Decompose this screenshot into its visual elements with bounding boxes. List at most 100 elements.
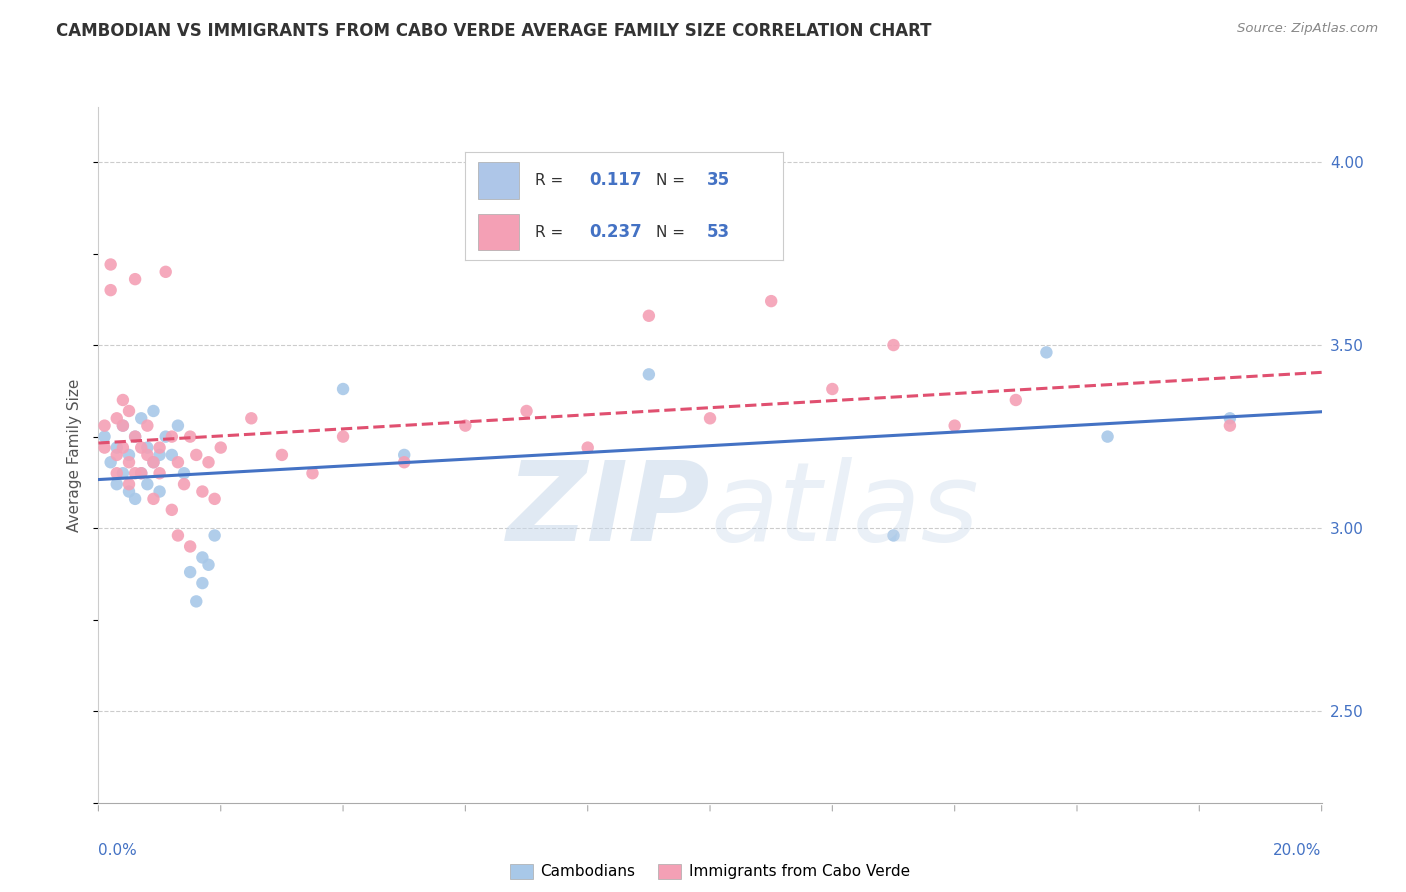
Point	[118, 484, 141, 499]
Point	[111, 467, 134, 481]
Point	[105, 477, 128, 491]
Point	[129, 467, 152, 481]
Point	[943, 418, 966, 433]
Text: 0.117: 0.117	[589, 171, 643, 189]
Point	[118, 404, 141, 418]
Point	[186, 594, 208, 608]
Point	[155, 265, 177, 279]
Point	[136, 477, 159, 491]
Point	[129, 411, 152, 425]
Point	[100, 455, 122, 469]
Point	[883, 338, 905, 352]
Point	[93, 429, 115, 443]
Text: 20.0%: 20.0%	[1274, 843, 1322, 858]
Point	[516, 404, 538, 418]
Point	[179, 540, 201, 554]
Point	[1035, 345, 1057, 359]
Point	[136, 418, 159, 433]
Point	[186, 448, 208, 462]
Text: Source: ZipAtlas.com: Source: ZipAtlas.com	[1237, 22, 1378, 36]
Point	[1004, 392, 1026, 407]
Point	[105, 467, 128, 481]
Point	[111, 441, 134, 455]
Text: R =: R =	[536, 173, 568, 188]
Point	[454, 418, 477, 433]
Text: ZIP: ZIP	[506, 457, 710, 564]
Point	[149, 441, 172, 455]
Point	[179, 565, 201, 579]
Text: N =: N =	[657, 173, 690, 188]
Text: atlas: atlas	[710, 457, 979, 564]
Point	[160, 448, 183, 462]
Point	[197, 455, 219, 469]
Bar	[478, 162, 519, 199]
Point	[105, 448, 128, 462]
Point	[149, 448, 172, 462]
Point	[883, 528, 905, 542]
Point	[179, 429, 201, 443]
Point	[392, 448, 416, 462]
Text: 0.237: 0.237	[589, 223, 643, 241]
Point	[93, 418, 115, 433]
Point	[1219, 418, 1241, 433]
Point	[167, 528, 190, 542]
Point	[118, 455, 141, 469]
Point	[124, 272, 146, 286]
Point	[136, 448, 159, 462]
Point	[129, 467, 152, 481]
Point	[197, 558, 219, 572]
Point	[136, 441, 159, 455]
Point	[118, 477, 141, 491]
Text: 0.0%: 0.0%	[98, 843, 138, 858]
Point	[759, 294, 782, 309]
Point	[576, 441, 599, 455]
Point	[209, 441, 232, 455]
Point	[173, 467, 195, 481]
Point	[105, 441, 128, 455]
Text: R =: R =	[536, 225, 568, 240]
Point	[392, 455, 416, 469]
Point	[699, 411, 721, 425]
Point	[191, 550, 214, 565]
Point	[142, 455, 165, 469]
Point	[1219, 411, 1241, 425]
Point	[204, 528, 226, 542]
Point	[142, 404, 165, 418]
Point	[100, 258, 122, 272]
Point	[118, 448, 141, 462]
Point	[204, 491, 226, 506]
Point	[1097, 429, 1119, 443]
Point	[173, 477, 195, 491]
Point	[111, 418, 134, 433]
Point	[637, 309, 661, 323]
Point	[270, 448, 292, 462]
Point	[124, 467, 146, 481]
Point	[332, 382, 354, 396]
Point	[155, 429, 177, 443]
Point	[100, 283, 122, 297]
Text: N =: N =	[657, 225, 690, 240]
Point	[301, 467, 323, 481]
Y-axis label: Average Family Size: Average Family Size	[67, 378, 83, 532]
Point	[160, 429, 183, 443]
Point	[149, 484, 172, 499]
Point	[191, 576, 214, 591]
Point	[149, 467, 172, 481]
Point	[160, 503, 183, 517]
Point	[240, 411, 263, 425]
Point	[167, 455, 190, 469]
Point	[124, 491, 146, 506]
Point	[111, 392, 134, 407]
Bar	[478, 214, 519, 251]
Point	[142, 455, 165, 469]
Text: 53: 53	[707, 223, 730, 241]
Legend: Cambodians, Immigrants from Cabo Verde: Cambodians, Immigrants from Cabo Verde	[503, 857, 917, 886]
Point	[167, 418, 190, 433]
Point	[637, 368, 661, 382]
Text: 35: 35	[707, 171, 730, 189]
Point	[105, 411, 128, 425]
Point	[191, 484, 214, 499]
Point	[821, 382, 844, 396]
Point	[142, 491, 165, 506]
Point	[124, 429, 146, 443]
